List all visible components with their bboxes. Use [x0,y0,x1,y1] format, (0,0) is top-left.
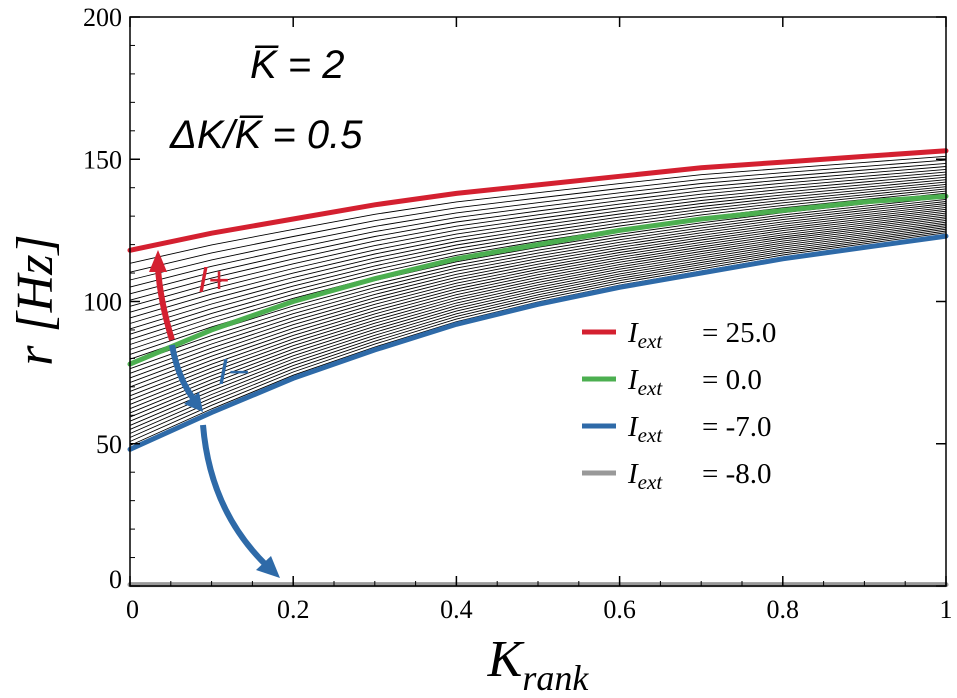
background-curve [129,181,947,324]
y-tick-label: 100 [83,288,122,317]
background-curve [129,223,947,422]
background-curve [129,198,947,365]
legend-label: Iext = 0.0 [627,364,762,400]
background-curve [129,179,947,319]
background-curve [129,171,947,301]
x-tick-label: 0.2 [277,595,310,624]
y-tick-label: 0 [109,565,122,594]
background-curve [129,190,947,345]
background-curve [129,196,947,360]
series-line [127,193,949,367]
x-tick-label: 0.8 [767,595,800,624]
background-curve [129,204,947,379]
legend-label: Iext = -7.0 [627,411,772,447]
background-curves [129,150,947,450]
background-curve [129,206,947,383]
arrow-plus-label: I+ [198,259,229,300]
background-curve [129,176,947,313]
background-curve [129,218,947,410]
y-tick-label: 200 [83,3,122,32]
background-curve [129,201,947,370]
background-curve [129,233,947,446]
y-axis-title: r [Hz] [7,234,64,366]
background-curve [129,210,947,392]
series-line [127,148,949,253]
background-curve [129,174,947,307]
decrease-arrow-head-1 [184,392,203,412]
background-curve [129,212,947,397]
background-curve [129,225,947,426]
increase-arrow-shaft [155,267,175,341]
background-curve [129,159,947,273]
background-curve [129,221,947,418]
background-curve [129,203,947,374]
background-curve [129,232,947,442]
decrease-arrow-head-2 [256,556,280,578]
background-curve [129,208,947,388]
background-curve [129,168,947,295]
x-tick-label: 0.6 [603,595,636,624]
x-axis-title-sub: rank [522,658,589,698]
legend-label: Iext = 25.0 [627,317,776,353]
annotation-kbar: K̅ = 2 [250,43,345,87]
background-curve [129,183,947,330]
background-curve [129,162,947,281]
background-curve [129,230,947,438]
arrow-minus-label: I− [218,351,249,392]
annotation-delta-k: ΔK/K̅ = 0.5 [169,113,363,157]
background-curve [129,228,947,434]
x-axis-title: Krank [487,631,590,698]
background-curve [129,186,947,335]
current-arrows [149,250,280,578]
background-curve [129,227,947,430]
x-tick-label: 0.4 [440,595,473,624]
background-curve [129,166,947,288]
axis-ticks: 0 0.2 0.4 0.6 0.8 1 0 50 100 150 200 [83,3,953,624]
x-tick-label: 0 [126,595,139,624]
x-tick-label: 1 [940,595,953,624]
background-curve [129,219,947,414]
y-tick-label: 150 [83,145,122,174]
y-tick-label: 50 [96,430,122,459]
background-curve [129,192,947,350]
background-curve [129,155,947,264]
increase-arrow-head [149,250,167,272]
legend-label: Iext = -8.0 [627,458,772,494]
decrease-arrow-shaft-2 [200,424,269,568]
background-curve [129,188,947,340]
x-axis-title-main: K [487,631,525,688]
background-curve [129,214,947,401]
legend: Iext = 25.0 Iext = 0.0 Iext = -7.0 Iext = -8.0 [582,317,776,494]
background-curve [129,216,947,405]
series-line [127,233,949,452]
